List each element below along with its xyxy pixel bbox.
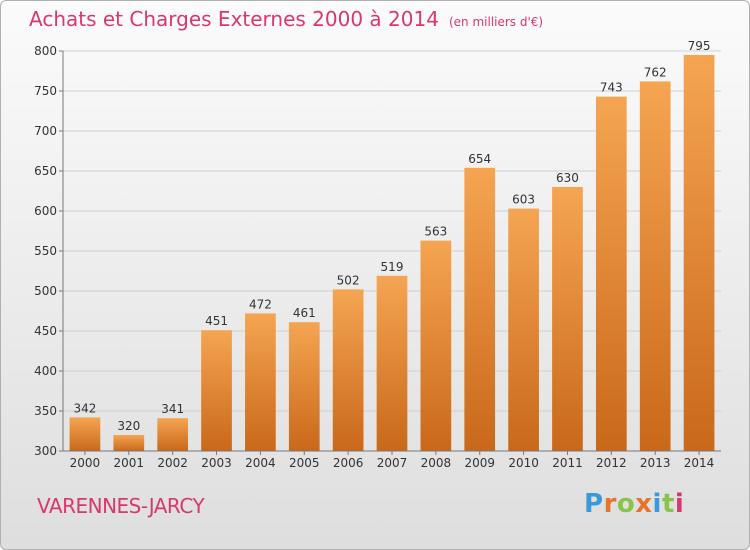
bar	[113, 435, 145, 451]
bar-value-label: 654	[468, 152, 491, 166]
logo-letter: x	[635, 489, 653, 519]
y-tick-label: 650	[34, 164, 57, 178]
bar	[464, 167, 496, 452]
bar-value-label: 563	[424, 225, 447, 239]
logo-letter: r	[603, 489, 617, 519]
bar	[332, 289, 364, 451]
y-tick-label: 450	[34, 324, 57, 338]
bar-value-label: 502	[337, 273, 360, 287]
logo-letter: o	[616, 489, 636, 519]
bar	[552, 187, 583, 451]
y-tick-label: 600	[34, 204, 57, 218]
bar-value-label: 603	[512, 193, 535, 207]
y-tick-label: 550	[34, 244, 57, 258]
x-tick-label: 2013	[640, 456, 671, 470]
x-tick-label: 2001	[114, 456, 145, 470]
bar	[595, 96, 627, 451]
x-tick-label: 2011	[552, 456, 583, 470]
bar	[376, 275, 408, 451]
y-tick-label: 500	[34, 284, 57, 298]
bar	[639, 81, 671, 452]
bar	[683, 55, 715, 451]
chart-subtitle: (en milliers d'€)	[448, 15, 544, 29]
axes	[59, 50, 721, 455]
x-tick-label: 2012	[596, 456, 627, 470]
bar	[157, 418, 189, 451]
labels: 300 350 400 450 500 550 600 650 700 750 800 342 2000…	[34, 39, 714, 470]
x-tick-label: 2005	[289, 456, 320, 470]
x-tick-label: 2004	[245, 456, 276, 470]
proxiti-logo: Proxiti	[584, 489, 684, 519]
bar	[508, 208, 539, 451]
y-tick-label: 800	[34, 44, 57, 58]
x-tick-label: 2006	[333, 456, 364, 470]
bar-value-label: 519	[381, 260, 404, 274]
x-tick-label: 2014	[684, 456, 715, 470]
y-tick-label: 400	[34, 364, 57, 378]
bar	[69, 417, 101, 451]
y-tick-label: 300	[34, 444, 57, 458]
bar-value-label: 342	[73, 401, 96, 415]
logo-letter: P	[584, 489, 604, 519]
x-tick-label: 2002	[157, 456, 188, 470]
bar-value-label: 320	[117, 419, 140, 433]
y-tick-label: 350	[34, 404, 57, 418]
x-tick-label: 2009	[464, 456, 495, 470]
bar	[420, 240, 452, 451]
chart-title-text: Achats et Charges Externes 2000 à 2014	[29, 7, 439, 31]
bar-value-label: 472	[249, 297, 272, 311]
chart-title: Achats et Charges Externes 2000 à 2014 (e…	[29, 7, 543, 31]
bar-value-label: 341	[161, 402, 184, 416]
bar	[245, 313, 276, 451]
bar	[201, 330, 232, 451]
x-tick-label: 2010	[508, 456, 539, 470]
commune-name: VARENNES-JARCY	[37, 494, 205, 518]
logo-letter: i	[674, 489, 685, 519]
bar-value-label: 630	[556, 171, 579, 185]
y-tick-label: 750	[34, 84, 57, 98]
bar-value-label: 743	[600, 81, 623, 95]
bar-value-label: 762	[644, 65, 667, 79]
x-tick-label: 2000	[70, 456, 101, 470]
bar	[288, 322, 320, 451]
x-tick-label: 2008	[421, 456, 452, 470]
x-tick-label: 2003	[201, 456, 232, 470]
bar-value-label: 451	[205, 314, 228, 328]
logo-letter: t	[661, 489, 675, 519]
y-tick-label: 700	[34, 124, 57, 138]
x-tick-label: 2007	[377, 456, 408, 470]
logo-letter: i	[652, 489, 662, 519]
bar-value-label: 461	[293, 306, 316, 320]
bars	[69, 55, 715, 452]
bar-value-label: 795	[688, 39, 711, 53]
